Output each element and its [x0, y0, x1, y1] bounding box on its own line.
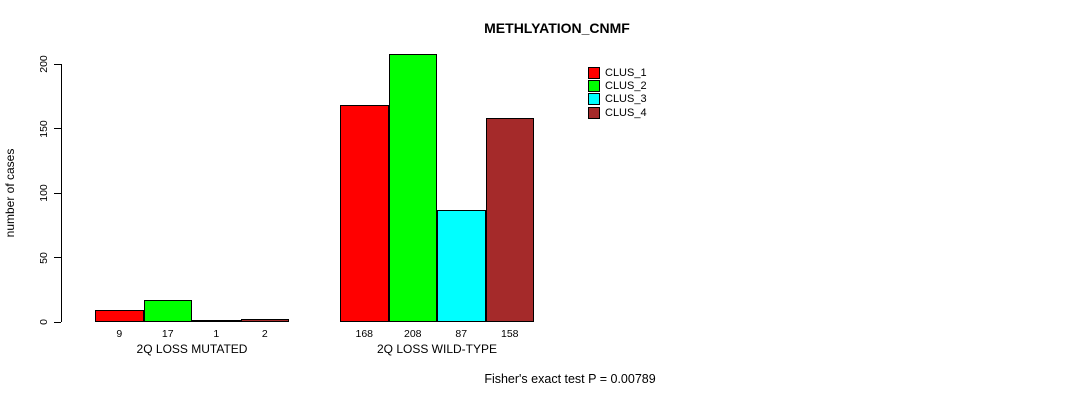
- legend-swatch: [588, 93, 600, 106]
- bar: [340, 105, 389, 322]
- legend-label: CLUS_1: [605, 66, 647, 79]
- fisher-test-annotation: Fisher's exact test P = 0.00789: [484, 372, 656, 386]
- chart-title: METHLYATION_CNMF: [484, 20, 630, 36]
- bar-value-label: 87: [455, 328, 468, 340]
- bar: [388, 54, 437, 322]
- bar-value-label: 2: [261, 328, 268, 340]
- bar: [240, 319, 289, 322]
- legend-item: CLUS_3: [588, 93, 647, 106]
- y-tick: [54, 63, 61, 65]
- bar: [437, 210, 486, 322]
- y-tick: [54, 128, 61, 129]
- legend-item: CLUS_1: [588, 66, 647, 79]
- y-tick-label: 50: [38, 251, 50, 264]
- bar-value-label: 1: [213, 328, 220, 340]
- legend-swatch: [588, 106, 600, 119]
- bar: [143, 300, 192, 322]
- bar-value-label: 17: [161, 328, 174, 340]
- legend-label: CLUS_2: [605, 79, 647, 92]
- x-group-label: 2Q LOSS WILD-TYPE: [376, 342, 498, 356]
- bar: [485, 118, 534, 322]
- y-tick: [54, 321, 61, 323]
- y-tick: [54, 257, 61, 258]
- bar: [192, 320, 241, 322]
- legend-item: CLUS_4: [588, 106, 647, 119]
- y-tick-label: 0: [38, 319, 50, 325]
- legend-label: CLUS_4: [605, 106, 647, 119]
- bar-value-label: 208: [403, 328, 422, 340]
- y-tick-label: 100: [38, 184, 50, 202]
- bar-value-label: 168: [355, 328, 374, 340]
- y-axis-line: [61, 64, 62, 322]
- bar: [95, 310, 144, 322]
- legend: CLUS_1 CLUS_2 CLUS_3 CLUS_4: [588, 66, 647, 119]
- legend-label: CLUS_3: [605, 93, 647, 106]
- y-tick: [54, 192, 61, 194]
- y-tick-label: 200: [38, 55, 50, 73]
- legend-item: CLUS_2: [588, 79, 647, 92]
- legend-swatch: [588, 66, 600, 79]
- bar-value-label: 158: [500, 328, 519, 340]
- legend-swatch: [588, 79, 600, 92]
- x-group-label: 2Q LOSS MUTATED: [136, 342, 248, 356]
- y-tick-label: 150: [38, 119, 50, 138]
- bar-value-label: 9: [116, 328, 123, 340]
